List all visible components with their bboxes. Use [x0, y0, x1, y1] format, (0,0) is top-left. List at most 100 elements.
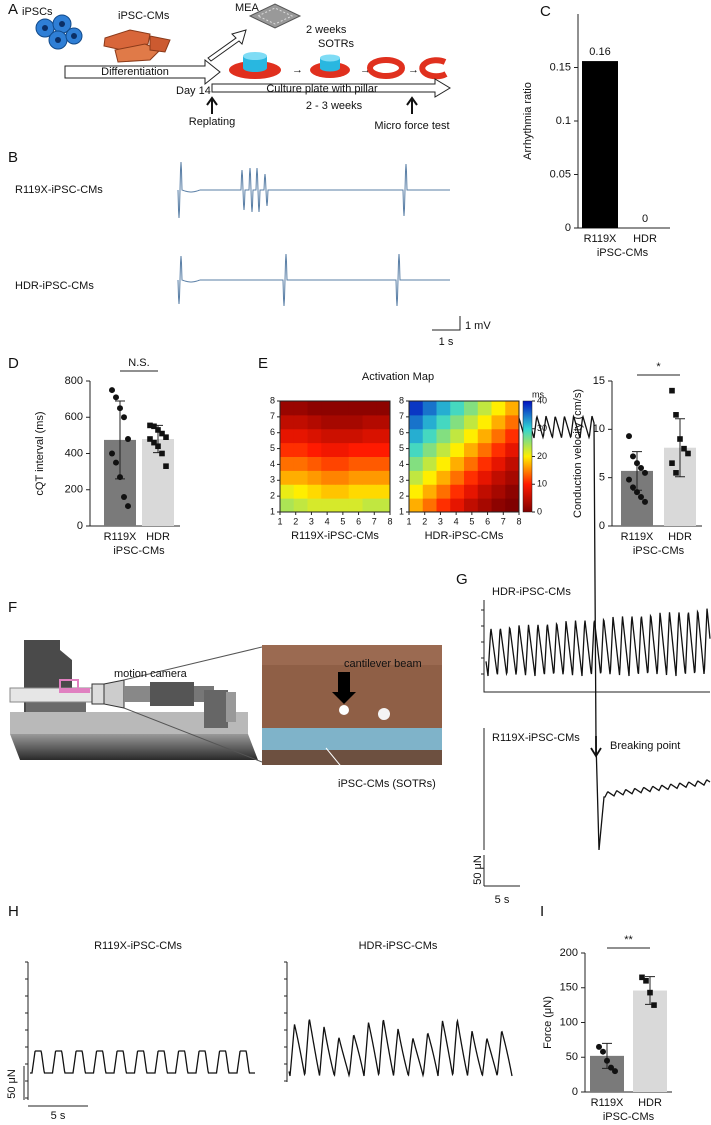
heatmap-cell — [409, 414, 424, 430]
data-point — [612, 1068, 618, 1075]
label: Day 14 — [176, 85, 211, 97]
y-tick-label: 1 — [399, 506, 404, 516]
heatmap-cell — [307, 414, 322, 430]
data-point — [634, 489, 640, 496]
data-point — [163, 463, 169, 469]
scale-label: 50 μN — [6, 1069, 18, 1099]
heatmap-cell — [436, 470, 451, 485]
data-point — [651, 1002, 657, 1008]
axis — [483, 600, 710, 693]
heatmap-cell — [409, 401, 424, 416]
trace-label: HDR-iPSC-CMs — [492, 586, 571, 598]
panel-letter: D — [8, 355, 19, 372]
heatmap-cell — [505, 428, 520, 444]
heatmap-cell — [280, 456, 295, 471]
heatmap-cell — [436, 484, 451, 499]
colorbar-tick-label: 20 — [537, 451, 547, 461]
y-axis-label: cQT interval (ms) — [34, 411, 46, 495]
heatmap-cell — [280, 484, 295, 499]
data-point — [147, 436, 153, 442]
y-tick-label: 0.15 — [550, 61, 571, 73]
y-tick-label: 100 — [560, 1016, 578, 1028]
data-point — [121, 414, 127, 421]
panel-letter: G — [456, 571, 468, 588]
heatmap-cell — [477, 498, 492, 513]
trace-label: R119X-iPSC-CMs — [15, 184, 103, 196]
heatmap-cell — [436, 442, 451, 457]
data-point — [121, 494, 127, 500]
data-point — [677, 436, 683, 442]
heatmap-cell — [293, 498, 308, 513]
y-tick-label: 200 — [560, 947, 578, 959]
y-tick-label: 6 — [399, 427, 404, 437]
trace-label: HDR-iPSC-CMs — [359, 940, 438, 952]
x-tick-label: 4 — [325, 516, 330, 526]
data-point — [626, 476, 632, 483]
heatmap-cell — [450, 470, 465, 485]
colorbar — [522, 400, 533, 513]
heatmap-cell — [376, 401, 391, 416]
data-point — [159, 430, 165, 437]
heatmap-cell — [376, 484, 391, 499]
y-tick-label: 50 — [566, 1051, 578, 1063]
scale-label: 5 s — [51, 1110, 66, 1122]
heatmap-cell — [348, 401, 363, 416]
y-tick-label: 150 — [560, 982, 578, 994]
colorbar-tick-label: 0 — [537, 506, 542, 516]
data-point — [642, 469, 648, 476]
x-tick-label: 4 — [454, 516, 459, 526]
heatmap-cell — [293, 442, 308, 457]
y-tick-label: 400 — [65, 447, 83, 459]
chart-title: Activation Map — [362, 371, 434, 383]
plot-frame — [408, 400, 520, 513]
y-axis-label: Arrhythmia ratio — [522, 82, 534, 160]
heatmap-cell — [335, 442, 350, 457]
heatmap-cell — [321, 414, 336, 430]
x-tick-label: 2 — [293, 516, 298, 526]
heatmap-cell — [464, 401, 479, 416]
scale-label: 5 s — [495, 894, 510, 906]
apparatus — [9, 640, 442, 771]
heatmap-cell — [335, 470, 350, 485]
data-point — [630, 453, 636, 460]
panel-letter: I — [540, 903, 544, 920]
data-point — [643, 978, 649, 984]
heatmap-cell — [491, 428, 506, 444]
panel-letter: F — [8, 599, 17, 616]
annotation: Breaking point — [610, 740, 680, 752]
heatmap-cell — [436, 414, 451, 430]
y-axis-label: Conduction velocity (cm/s) — [572, 389, 584, 518]
label: iPSC-CMs (SOTRs) — [338, 778, 436, 790]
y-tick-label: 2 — [399, 491, 404, 501]
y-tick-label: 0 — [572, 1086, 578, 1098]
heatmap-cell — [450, 442, 465, 457]
heatmap-cell — [321, 401, 336, 416]
data-point — [638, 465, 644, 471]
heatmap-cell — [422, 498, 437, 513]
plot-frame — [279, 400, 391, 513]
value-label: 0.16 — [589, 46, 610, 58]
data-point — [638, 494, 644, 500]
value-label: 0 — [642, 213, 648, 225]
y-tick-label: 5 — [399, 443, 404, 453]
data-point — [163, 434, 169, 440]
data-point — [681, 445, 687, 452]
x-tick-label: R119X — [591, 1097, 624, 1109]
heatmap-cell — [422, 401, 437, 416]
data-point — [151, 423, 157, 430]
y-tick-label: 7 — [399, 411, 404, 421]
x-tick-label: HDR — [638, 1097, 662, 1109]
heatmap-cell — [348, 456, 363, 471]
heatmap-cell — [477, 442, 492, 457]
x-tick-label: 5 — [340, 516, 345, 526]
annotation: ** — [624, 934, 633, 946]
trace — [288, 1018, 513, 1078]
heatmap-cell — [409, 470, 424, 485]
heatmap-cell — [422, 456, 437, 471]
label: Replating — [189, 116, 235, 128]
trace-label: HDR-iPSC-CMs — [15, 280, 94, 292]
y-tick-label: 200 — [65, 484, 83, 496]
heatmap-cell — [293, 470, 308, 485]
heatmap-cell — [362, 498, 377, 513]
